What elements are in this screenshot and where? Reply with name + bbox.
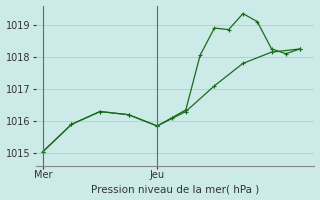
X-axis label: Pression niveau de la mer( hPa ): Pression niveau de la mer( hPa ) — [91, 184, 259, 194]
